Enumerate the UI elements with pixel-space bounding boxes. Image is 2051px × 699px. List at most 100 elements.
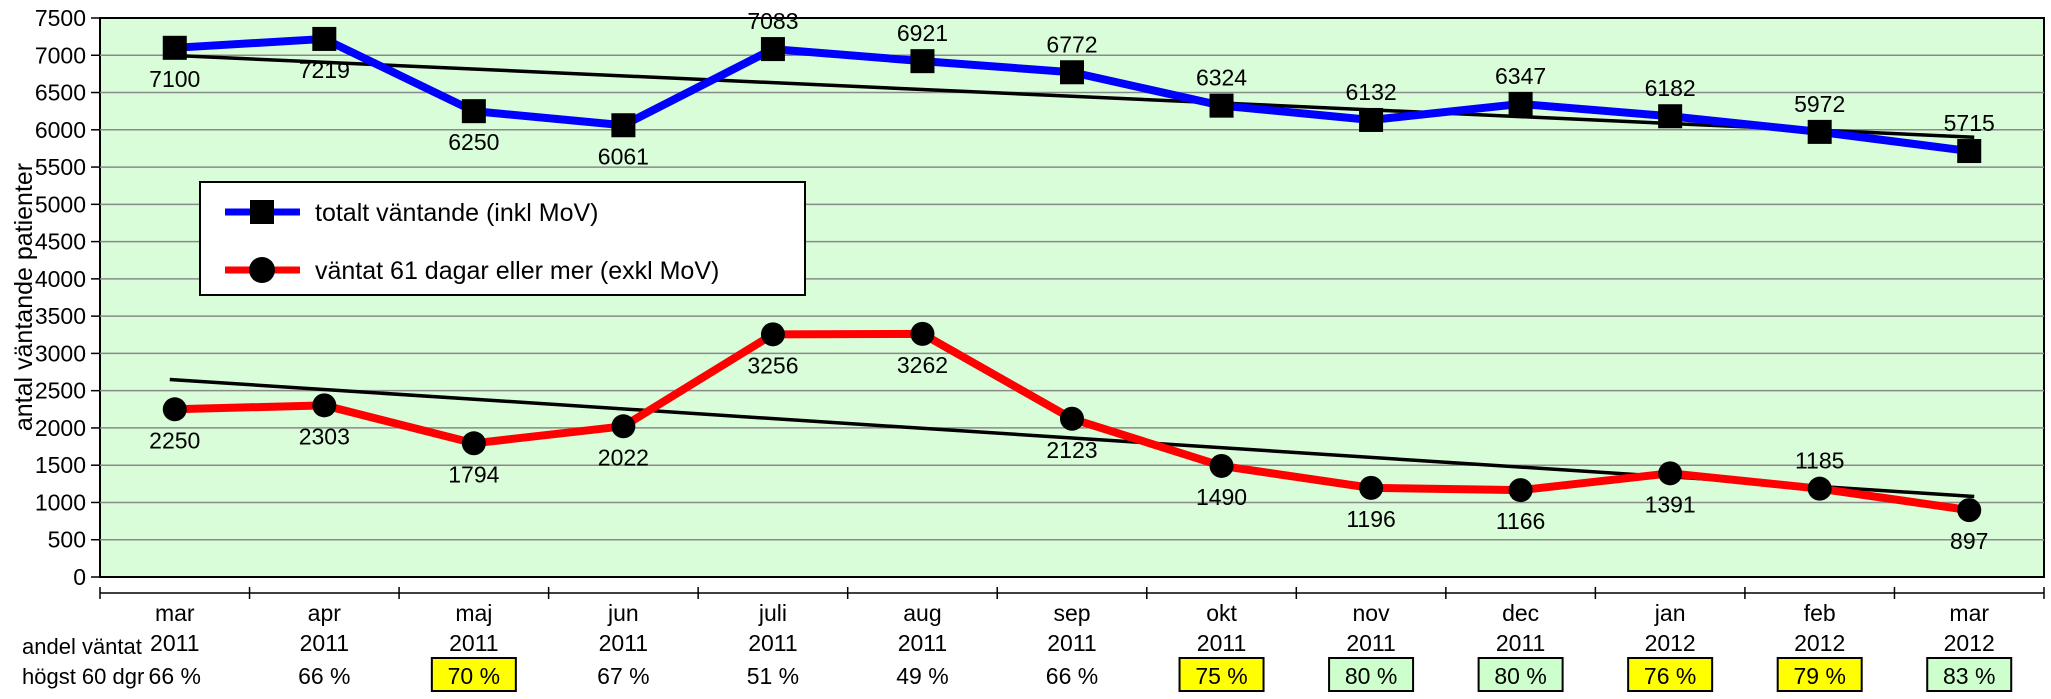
share-highlight-box xyxy=(1178,657,1265,692)
data-point-marker xyxy=(611,113,636,138)
x-tick-label-year: 2011 xyxy=(449,630,498,656)
y-tick-label: 5500 xyxy=(35,154,86,180)
y-axis-label: antal väntande patienter xyxy=(10,163,38,431)
x-tick-label-month: okt xyxy=(1206,600,1237,626)
legend: totalt väntande (inkl MoV) väntat 61 dag… xyxy=(199,181,806,296)
share-row-label-line2: högst 60 dgr xyxy=(22,664,144,689)
share-value: 49 % xyxy=(896,663,948,689)
data-label: 6061 xyxy=(598,143,649,169)
x-tick-label-year: 2012 xyxy=(1645,630,1696,656)
data-point-marker xyxy=(760,37,785,62)
data-point-marker xyxy=(1060,406,1084,431)
data-point-marker xyxy=(760,322,785,347)
share-value: 66 % xyxy=(298,663,350,689)
y-tick-label: 2500 xyxy=(35,378,86,404)
data-label: 2123 xyxy=(1046,437,1097,463)
y-tick-label: 1500 xyxy=(35,452,86,478)
share-value: 51 % xyxy=(747,663,799,689)
data-label: 3256 xyxy=(747,352,798,378)
x-tick-label-year: 2011 xyxy=(898,630,947,656)
data-labels: 7100 7219 6250 6061 7083 6921 6772 6324 6132 6347… xyxy=(149,8,1995,554)
data-point-marker xyxy=(910,49,935,74)
data-label: 6132 xyxy=(1345,79,1396,105)
y-tick-label: 2000 xyxy=(35,415,86,441)
y-tick-label: 6500 xyxy=(35,80,86,106)
x-tick-label-month: apr xyxy=(308,600,342,626)
share-value: 76 % xyxy=(1644,663,1696,689)
data-label: 1794 xyxy=(448,461,499,487)
share-highlight-box xyxy=(1776,657,1863,692)
data-point-marker xyxy=(1209,93,1234,118)
x-tick-label-year: 2011 xyxy=(1346,630,1395,656)
x-tick-label-month: feb xyxy=(1804,600,1836,626)
share-value: 70 % xyxy=(448,663,500,689)
x-tick-label-month: juli xyxy=(758,600,787,626)
data-point-marker xyxy=(1658,104,1683,129)
data-label: 1391 xyxy=(1645,491,1696,517)
data-label: 2022 xyxy=(598,444,649,470)
share-value: 80 % xyxy=(1494,663,1546,689)
x-tick-label-month: dec xyxy=(1502,600,1539,626)
y-tick-label: 4500 xyxy=(35,229,86,255)
x-axis: mar 2011 apr 2011 maj 2011 jun 2011 juli 2011 aug 2… xyxy=(99,587,2045,656)
data-label: 6250 xyxy=(448,129,499,155)
share-highlight-box xyxy=(1627,657,1714,692)
series-markers xyxy=(162,26,1982,523)
data-label: 2303 xyxy=(299,423,350,449)
x-tick-label-year: 2011 xyxy=(748,630,797,656)
x-tick-label-year: 2011 xyxy=(599,630,648,656)
data-point-marker xyxy=(461,431,486,456)
x-tick-label-month: nov xyxy=(1353,600,1391,626)
data-point-marker xyxy=(1508,91,1533,116)
y-tick-label: 7000 xyxy=(35,42,86,68)
data-point-marker xyxy=(162,397,187,422)
x-tick-label-year: 2011 xyxy=(1496,630,1545,656)
data-label: 6324 xyxy=(1196,65,1247,91)
x-tick-label-month: mar xyxy=(1949,600,1989,626)
legend-marker-square xyxy=(250,200,274,224)
x-tick-label-year: 2012 xyxy=(1944,630,1995,656)
x-tick-label-year: 2011 xyxy=(1047,630,1096,656)
share-highlight-box xyxy=(1328,657,1415,692)
y-tick-label: 6000 xyxy=(35,117,86,143)
data-point-marker xyxy=(312,26,337,51)
data-label: 6921 xyxy=(897,20,948,46)
x-tick-label-year: 2011 xyxy=(1197,630,1246,656)
data-label: 3262 xyxy=(897,352,948,378)
data-label: 2250 xyxy=(149,427,200,453)
data-label: 6772 xyxy=(1046,31,1097,57)
y-tick-label: 3500 xyxy=(35,303,86,329)
share-highlight-box xyxy=(1926,657,2013,692)
share-value: 66 % xyxy=(149,663,201,689)
data-label: 1185 xyxy=(1795,448,1844,474)
share-value: 66 % xyxy=(1046,663,1098,689)
share-row-label-line1: andel väntat xyxy=(22,634,142,659)
x-tick-label-year: 2012 xyxy=(1794,630,1845,656)
data-label: 7219 xyxy=(299,57,350,83)
data-point-marker xyxy=(1508,478,1533,503)
data-label: 6182 xyxy=(1645,75,1696,101)
y-tick-label: 500 xyxy=(48,527,86,553)
legend-label-total: totalt väntande (inkl MoV) xyxy=(315,199,598,227)
data-point-marker xyxy=(611,414,636,439)
data-point-marker xyxy=(910,321,935,346)
data-label: 1166 xyxy=(1496,508,1545,534)
data-point-marker xyxy=(1807,119,1832,144)
data-label: 7100 xyxy=(149,66,200,92)
y-tick-label: 1000 xyxy=(35,489,86,515)
x-tick-label-year: 2011 xyxy=(150,630,199,656)
data-point-marker xyxy=(1957,498,1982,523)
data-label: 7083 xyxy=(747,8,798,34)
share-value: 79 % xyxy=(1793,663,1845,689)
x-tick-label-year: 2011 xyxy=(300,630,349,656)
legend-box xyxy=(199,181,806,296)
legend-marker-circle xyxy=(249,257,275,283)
x-tick-label-month: jan xyxy=(1654,600,1686,626)
grid-lines xyxy=(100,54,2044,541)
y-tick-label: 0 xyxy=(73,564,86,590)
data-label: 5972 xyxy=(1794,91,1845,117)
data-point-marker xyxy=(1209,453,1234,478)
data-label: 897 xyxy=(1950,528,1988,554)
data-point-marker xyxy=(312,393,337,418)
